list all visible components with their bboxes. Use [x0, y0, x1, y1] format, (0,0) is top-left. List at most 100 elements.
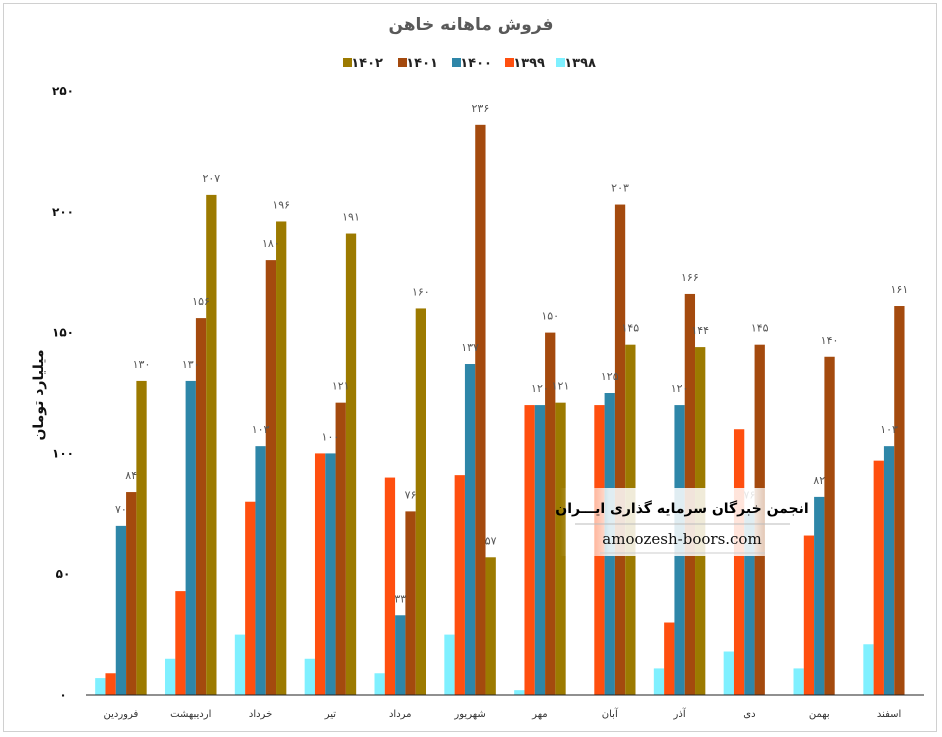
legend-swatch: [398, 58, 407, 67]
bar: [195, 318, 207, 695]
legend-label: ۱۴۰۰: [460, 56, 492, 71]
bar: [126, 492, 137, 695]
data-label: ۸۲: [813, 474, 825, 487]
data-label: ۱۶۱: [891, 283, 909, 296]
data-label: ۱۸۰: [262, 237, 280, 250]
y-tick-label: ۰: [59, 688, 66, 702]
x-tick-label: اسفند: [877, 709, 901, 720]
bar: [444, 634, 455, 695]
data-labels: ۷۰ ۸۴ ۱۳۰ ۱۳۰ ۱۵۶ ۲۰۷ ۱۰۳ ۱۸۰ ۱۹۶ ۱۰۰ ۱۲۱ ۱۹۱ ۳۳ ۷۶ ۱۶…: [115, 102, 908, 605]
x-tick-label: شهریور: [453, 709, 485, 720]
data-label: ۱۹۶: [272, 198, 290, 211]
x-tick-label: مهر: [531, 709, 547, 720]
bar: [265, 260, 277, 695]
bar: [255, 446, 266, 695]
watermark-backdrop: [560, 488, 805, 556]
bar: [894, 306, 905, 695]
data-label: ۱۰۰: [322, 430, 340, 443]
bar: [514, 690, 525, 695]
legend-label: ۱۳۹۸: [564, 56, 596, 71]
bar: [464, 364, 476, 695]
legend-item: ۱۳۹۹: [505, 56, 545, 71]
bar: [803, 535, 815, 695]
y-tick-label: ۲۰۰: [52, 205, 74, 219]
bar: [95, 678, 106, 695]
legend-label: ۱۴۰۱: [406, 56, 438, 71]
bar: [873, 460, 884, 695]
bar: [335, 402, 346, 695]
watermark: انجمن خبرگان سرمایه گذاری ایـــران amooz…: [555, 488, 809, 556]
data-label: ۱۶۶: [681, 271, 699, 284]
data-label: ۷۶: [405, 488, 417, 501]
legend-item: ۱۴۰۱: [398, 56, 438, 71]
bar: [206, 194, 217, 695]
x-tick-label: اردیبهشت: [170, 709, 211, 720]
bar: [485, 557, 496, 695]
bar: [175, 591, 186, 695]
bar: [314, 453, 326, 695]
watermark-url: amoozesh-boors.com: [602, 530, 761, 548]
bar: [395, 615, 406, 695]
x-tick-label: مرداد: [389, 709, 412, 720]
bar: [384, 477, 396, 695]
data-label: ۲۳۶: [472, 102, 490, 115]
bar: [234, 634, 246, 695]
bar: [744, 511, 755, 695]
x-tick-label: آذر: [673, 707, 687, 720]
data-label: ۱۳۰: [182, 358, 200, 371]
bar: [105, 673, 116, 695]
data-label: ۱۴۰: [821, 334, 839, 347]
legend-label: ۱۴۰۲: [351, 56, 383, 71]
bar: [415, 308, 426, 695]
bar: [733, 429, 745, 695]
data-label: ۲۰۳: [611, 182, 629, 195]
bar: [545, 332, 556, 695]
bar: [723, 651, 734, 695]
data-label: ۱۳۷: [461, 341, 479, 354]
watermark-title: انجمن خبرگان سرمایه گذاری ایـــران: [555, 500, 808, 517]
data-label: ۱۲۱: [552, 380, 570, 393]
bar: [304, 658, 315, 695]
legend: ۱۳۹۸ ۱۳۹۹ ۱۴۰۰ ۱۴۰۱ ۱۴۰۲: [343, 56, 596, 71]
bar: [136, 380, 147, 695]
x-tick-label: بهمن: [809, 709, 830, 720]
data-label: ۱۲۰: [531, 382, 549, 395]
legend-label: ۱۳۹۹: [513, 56, 545, 71]
legend-swatch: [452, 58, 461, 67]
legend-item: ۱۴۰۰: [452, 56, 492, 71]
data-label: ۱۰۳: [252, 423, 270, 436]
data-label: ۲۰۷: [202, 172, 220, 185]
bar: [534, 405, 546, 695]
bar: [793, 668, 804, 695]
y-tick-label: ۱۰۰: [52, 446, 74, 460]
x-tick-label: آبان: [602, 707, 619, 720]
data-label: ۸۴: [125, 469, 137, 482]
bar: [475, 124, 486, 695]
bar: [863, 644, 874, 695]
data-label: ۱۴۴: [691, 324, 709, 337]
data-label: ۵۷: [485, 534, 497, 547]
data-label: ۱۹۱: [342, 211, 360, 224]
data-label: ۱۵۰: [541, 310, 559, 323]
data-label: ۱۳۰: [133, 358, 151, 371]
legend-item: ۱۴۰۲: [343, 56, 383, 71]
data-label: ۱۵۶: [192, 295, 210, 308]
data-label: ۱۲۰: [671, 382, 689, 395]
bar: [374, 673, 385, 695]
bar: [454, 475, 465, 695]
bar: [165, 658, 176, 695]
y-tick-label: ۱۵۰: [52, 326, 74, 340]
bar: [115, 525, 127, 695]
x-tick-label: فروردین: [104, 709, 139, 720]
bar: [664, 622, 675, 695]
data-label: ۷۰: [115, 503, 127, 516]
data-label: ۱۶۰: [412, 285, 430, 298]
bar: [405, 511, 416, 695]
bar: [276, 221, 287, 695]
bar: [185, 380, 196, 695]
bar-series: [95, 124, 905, 696]
legend-swatch: [556, 58, 565, 67]
y-axis: ۰ ۵۰ ۱۰۰ ۱۵۰ ۲۰۰ ۲۵۰: [52, 84, 74, 702]
legend-item: ۱۳۹۸: [556, 56, 596, 71]
